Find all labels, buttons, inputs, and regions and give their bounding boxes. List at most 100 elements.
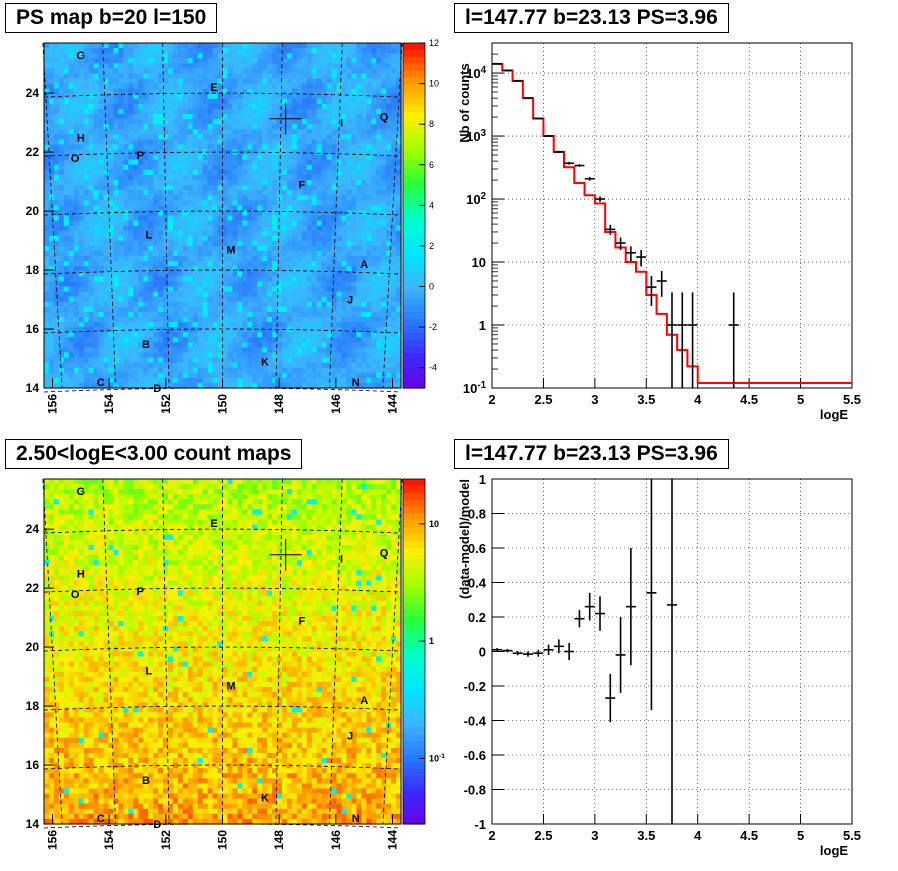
map-pixel (123, 225, 129, 232)
map-pixel (118, 245, 124, 252)
map-pixel (381, 367, 387, 374)
map-pixel (386, 205, 392, 212)
map-pixel (103, 256, 110, 262)
map-pixel (212, 276, 219, 283)
map-pixel (267, 382, 273, 389)
map-pixel (68, 58, 75, 64)
map-pixel (227, 281, 234, 288)
map-pixel (212, 164, 219, 171)
map-pixel (242, 382, 248, 389)
map-pixel (93, 220, 100, 227)
map-pixel (88, 306, 95, 313)
map-pixel (321, 306, 328, 313)
map-pixel (336, 190, 343, 196)
map-pixel (371, 266, 377, 272)
map-pixel (182, 266, 189, 272)
map-pixel (58, 73, 65, 80)
map-pixel (143, 129, 149, 135)
map-pixel (88, 48, 95, 54)
map-pixel (217, 286, 224, 293)
map-pixel (366, 261, 372, 267)
map-pixel (277, 93, 283, 100)
map-pixel (296, 129, 303, 135)
map-pixel (301, 266, 308, 272)
map-pixel (148, 332, 154, 338)
map-pixel (63, 134, 70, 140)
map-pixel (371, 332, 377, 338)
map-pixel (177, 327, 184, 333)
map-pixel (386, 164, 392, 171)
map-pixel (44, 179, 50, 186)
map-pixel (44, 200, 50, 206)
map-pixel (291, 68, 298, 75)
map-pixel (133, 58, 139, 64)
map-pixel (321, 322, 328, 328)
map-pixel (148, 306, 154, 313)
map-pixel (207, 114, 214, 120)
map-pixel (78, 316, 85, 323)
map-pixel (366, 225, 372, 232)
map-pixel (177, 266, 184, 272)
map-pixel (167, 144, 174, 151)
map-pixel (282, 382, 288, 389)
latitude-line (43, 151, 402, 157)
map-pixel (58, 271, 65, 277)
map-pixel (108, 220, 115, 227)
map-pixel (83, 322, 90, 328)
map-pixel (277, 322, 283, 328)
map-pixel (128, 347, 134, 354)
map-pixel (257, 271, 263, 277)
map-pixel (296, 53, 303, 59)
map-pixel (257, 230, 263, 237)
map-pixel (252, 98, 258, 105)
map-pixel (232, 342, 238, 349)
map-pixel (376, 215, 382, 222)
map-pixel (118, 291, 124, 298)
map-pixel (187, 48, 194, 54)
map-pixel (376, 68, 382, 75)
map-pixel (336, 296, 343, 303)
map-pixel (326, 342, 333, 349)
map-pixel (316, 174, 323, 181)
map-pixel (123, 377, 129, 384)
map-pixel (227, 266, 234, 272)
map-pixel (351, 261, 357, 267)
map-pixel (242, 296, 248, 303)
map-pixel (44, 357, 50, 364)
map-pixel (391, 200, 397, 206)
map-pixel (138, 271, 144, 277)
map-pixel (222, 205, 229, 212)
map-pixel (143, 296, 149, 303)
map-pixel (351, 119, 357, 125)
map-pixel (197, 68, 204, 75)
map-pixel (316, 149, 323, 156)
map-pixel (48, 296, 55, 303)
map-pixel (78, 119, 85, 125)
map-pixel (306, 83, 313, 90)
map-pixel (396, 159, 402, 166)
map-pixel (311, 114, 318, 120)
map-pixel (336, 43, 343, 49)
map-pixel (177, 225, 184, 232)
map-pixel (158, 179, 164, 186)
map-pixel (396, 215, 402, 222)
map-pixel (103, 53, 110, 59)
map-pixel (158, 347, 164, 354)
map-pixel (232, 230, 238, 237)
map-pixel (98, 230, 105, 237)
map-pixel (88, 296, 95, 303)
map-pixel (53, 322, 60, 328)
map-pixel (53, 200, 60, 206)
map-pixel (123, 103, 129, 110)
map-pixel (291, 235, 298, 242)
map-pixel (148, 119, 154, 125)
map-pixel (242, 301, 248, 308)
map-pixel (88, 245, 95, 252)
map-pixel (48, 367, 55, 374)
map-pixel (68, 266, 75, 272)
map-pixel (227, 73, 234, 80)
map-pixel (103, 367, 110, 374)
map-pixel (242, 306, 248, 313)
map-pixel (371, 139, 377, 146)
map-pixel (381, 342, 387, 349)
